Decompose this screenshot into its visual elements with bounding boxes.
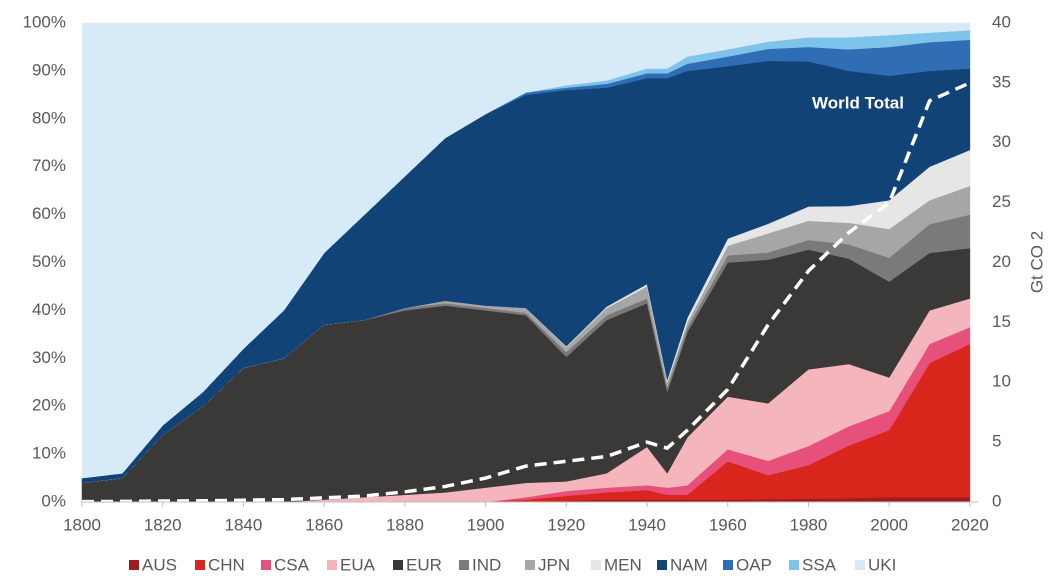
legend-item: UKI xyxy=(855,555,896,574)
legend-label: UKI xyxy=(868,555,896,574)
legend-swatch xyxy=(261,560,271,570)
legend-swatch xyxy=(855,560,865,570)
x-tick-label: 1980 xyxy=(790,515,828,534)
y2-tick-label: 40 xyxy=(992,12,1011,31)
y2-tick-label: 0 xyxy=(992,491,1001,510)
legend-item: MEN xyxy=(591,555,642,574)
x-tick-label: 1880 xyxy=(386,515,424,534)
y2-tick-label: 30 xyxy=(992,132,1011,151)
legend-swatch xyxy=(195,560,205,570)
y2-tick-label: 20 xyxy=(992,252,1011,271)
legend-item: IND xyxy=(459,555,501,574)
legend-swatch xyxy=(327,560,337,570)
annotation: World Total xyxy=(812,93,904,112)
legend-label: CHN xyxy=(208,555,245,574)
y-tick-label: 0% xyxy=(41,491,66,510)
x-tick-label: 1820 xyxy=(144,515,182,534)
legend-item: NAM xyxy=(657,555,708,574)
legend-item: EUR xyxy=(393,555,442,574)
x-tick-label: 1840 xyxy=(225,515,263,534)
x-tick-label: 1960 xyxy=(709,515,747,534)
x-tick-label: 1900 xyxy=(467,515,505,534)
y-tick-label: 10% xyxy=(32,444,66,463)
area xyxy=(81,22,971,479)
legend-item: JPN xyxy=(525,555,570,574)
legend-label: SSA xyxy=(802,555,837,574)
legend-label: CSA xyxy=(274,555,310,574)
legend-label: EUR xyxy=(406,555,442,574)
legend-item: CSA xyxy=(261,555,310,574)
x-tick-label: 2000 xyxy=(870,515,908,534)
legend-item: CHN xyxy=(195,555,245,574)
legend-swatch xyxy=(393,560,403,570)
world-total-line xyxy=(81,81,971,504)
legend-label: IND xyxy=(472,555,501,574)
legend-item: SSA xyxy=(789,555,837,574)
x-tick-label: 1940 xyxy=(628,515,666,534)
x-tick-label: 1920 xyxy=(547,515,585,534)
legend-label: MEN xyxy=(604,555,642,574)
legend-label: NAM xyxy=(670,555,708,574)
legend-swatch xyxy=(591,560,601,570)
y-tick-label: 100% xyxy=(23,12,66,31)
legend-swatch xyxy=(789,560,799,570)
y-tick-label: 50% xyxy=(32,252,66,271)
x-tick-label: 1860 xyxy=(305,515,343,534)
y2-tick-label: 5 xyxy=(992,432,1001,451)
y2-tick-label: 25 xyxy=(992,192,1011,211)
legend-item: AUS xyxy=(129,555,177,574)
x-tick-label: 2020 xyxy=(951,515,989,534)
legend-label: OAP xyxy=(736,555,772,574)
x-tick-label: 1800 xyxy=(63,515,101,534)
legend-item: OAP xyxy=(723,555,772,574)
legend-label: EUA xyxy=(340,555,376,574)
legend-label: AUS xyxy=(142,555,177,574)
legend-swatch xyxy=(129,560,139,570)
y-tick-label: 20% xyxy=(32,396,66,415)
y-tick-label: 40% xyxy=(32,300,66,319)
legend-swatch xyxy=(459,560,469,570)
y2-tick-label: 15 xyxy=(992,312,1011,331)
legend-swatch xyxy=(657,560,667,570)
legend-label: JPN xyxy=(538,555,570,574)
y2-tick-label: 10 xyxy=(992,372,1011,391)
legend-swatch xyxy=(525,560,535,570)
y-tick-label: 90% xyxy=(32,60,66,79)
legend-swatch xyxy=(723,560,733,570)
y-tick-label: 30% xyxy=(32,348,66,367)
legend-item: EUA xyxy=(327,555,376,574)
y2-tick-label: 35 xyxy=(992,72,1011,91)
y-tick-label: 60% xyxy=(32,204,66,223)
y2-axis-label: Gt CO 2 xyxy=(1027,231,1046,293)
y-tick-label: 70% xyxy=(32,156,66,175)
y-tick-label: 80% xyxy=(32,108,66,127)
